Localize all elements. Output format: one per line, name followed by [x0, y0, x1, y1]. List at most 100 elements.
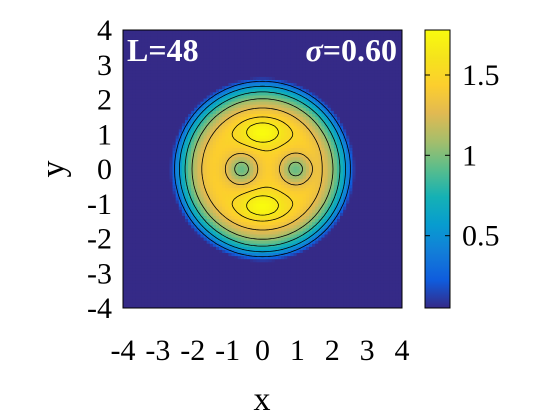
heatmap-cell — [271, 304, 276, 308]
heatmap-cell — [209, 85, 214, 90]
heatmap-cell — [243, 70, 248, 74]
heatmap-cell — [191, 135, 195, 139]
heatmap-cell — [281, 178, 285, 182]
heatmap-cell — [234, 283, 239, 287]
heatmap-cell — [231, 39, 236, 43]
heatmap-cell — [200, 295, 205, 300]
heatmap-cell — [290, 39, 295, 43]
heatmap-cell — [278, 33, 282, 37]
heatmap-cell — [271, 104, 276, 108]
heatmap-cell — [166, 196, 171, 201]
heatmap-cell — [132, 280, 136, 284]
heatmap-cell — [188, 221, 192, 226]
heatmap-cell — [212, 230, 217, 235]
heatmap-cell — [123, 286, 127, 291]
heatmap-cell — [228, 162, 233, 167]
heatmap-cell — [200, 60, 205, 65]
heatmap-cell — [175, 76, 180, 81]
heatmap-cell — [278, 199, 282, 204]
heatmap-cell — [141, 295, 146, 300]
heatmap-cell — [262, 267, 267, 272]
heatmap-cell — [141, 175, 146, 179]
heatmap-cell — [262, 135, 267, 139]
heatmap-cell — [231, 249, 236, 253]
heatmap-cell — [219, 131, 223, 136]
heatmap-cell — [225, 54, 229, 59]
heatmap-cell — [160, 274, 164, 278]
heatmap-cell — [157, 33, 161, 37]
heatmap-cell — [281, 196, 285, 201]
heatmap-cell — [197, 85, 202, 90]
heatmap-cell — [278, 48, 282, 53]
heatmap-cell — [203, 33, 208, 37]
heatmap-cell — [240, 60, 245, 65]
heatmap-cell — [228, 221, 233, 226]
heatmap-cell — [259, 301, 264, 306]
heatmap-cell — [194, 199, 198, 204]
heatmap-cell — [243, 218, 248, 223]
heatmap-cell — [265, 88, 270, 93]
heatmap-cell — [188, 57, 192, 62]
heatmap-cell — [123, 113, 127, 118]
heatmap-cell — [212, 104, 217, 108]
heatmap-cell — [188, 215, 192, 220]
heatmap-cell — [234, 215, 239, 220]
heatmap-cell — [123, 107, 127, 111]
heatmap-cell — [154, 175, 158, 179]
heatmap-cell — [234, 286, 239, 291]
heatmap-cell — [129, 264, 133, 269]
heatmap-cell — [287, 258, 291, 263]
heatmap-cell — [262, 209, 267, 213]
heatmap-cell — [256, 178, 260, 182]
heatmap-cell — [253, 301, 257, 306]
heatmap-cell — [169, 227, 174, 232]
heatmap-cell — [203, 144, 208, 148]
heatmap-cell — [150, 261, 155, 266]
heatmap-cell — [287, 156, 291, 161]
heatmap-cell — [228, 153, 233, 158]
heatmap-cell — [212, 181, 217, 186]
heatmap-cell — [132, 286, 136, 291]
heatmap-cell — [147, 85, 152, 90]
heatmap-cell — [225, 298, 229, 303]
heatmap-cell — [290, 107, 295, 111]
heatmap-cell — [250, 283, 254, 287]
heatmap-cell — [287, 42, 291, 47]
heatmap-cell — [250, 54, 254, 59]
heatmap-cell — [154, 261, 158, 266]
heatmap-cell — [234, 36, 239, 40]
heatmap-cell — [256, 107, 260, 111]
heatmap-cell — [135, 270, 140, 275]
heatmap-cell — [216, 107, 220, 111]
heatmap-cell — [231, 267, 236, 272]
heatmap-cell — [194, 45, 198, 50]
heatmap-cell — [206, 45, 211, 50]
heatmap-cell — [216, 70, 220, 74]
heatmap-cell — [175, 104, 180, 108]
heatmap-cell — [265, 243, 270, 247]
heatmap-cell — [181, 289, 186, 294]
heatmap-cell — [150, 277, 155, 281]
heatmap-cell — [166, 187, 171, 192]
heatmap-cell — [166, 88, 171, 93]
heatmap-cell — [129, 147, 133, 152]
heatmap-cell — [154, 122, 158, 127]
heatmap-cell — [262, 289, 267, 294]
heatmap-cell — [290, 298, 295, 303]
heatmap-cell — [259, 172, 264, 176]
heatmap-cell — [256, 76, 260, 81]
heatmap-cell — [163, 255, 167, 260]
heatmap-cell — [163, 169, 167, 173]
heatmap-cell — [247, 91, 251, 96]
heatmap-cell — [274, 39, 279, 43]
heatmap-cell — [141, 301, 146, 306]
heatmap-cell — [166, 304, 171, 308]
heatmap-cell — [185, 252, 189, 257]
heatmap-cell — [160, 125, 164, 130]
heatmap-cell — [212, 125, 217, 130]
heatmap-cell — [231, 264, 236, 269]
heatmap-cell — [160, 212, 164, 216]
heatmap-cell — [157, 107, 161, 111]
heatmap-cell — [160, 240, 164, 244]
heatmap-cell — [160, 261, 164, 266]
